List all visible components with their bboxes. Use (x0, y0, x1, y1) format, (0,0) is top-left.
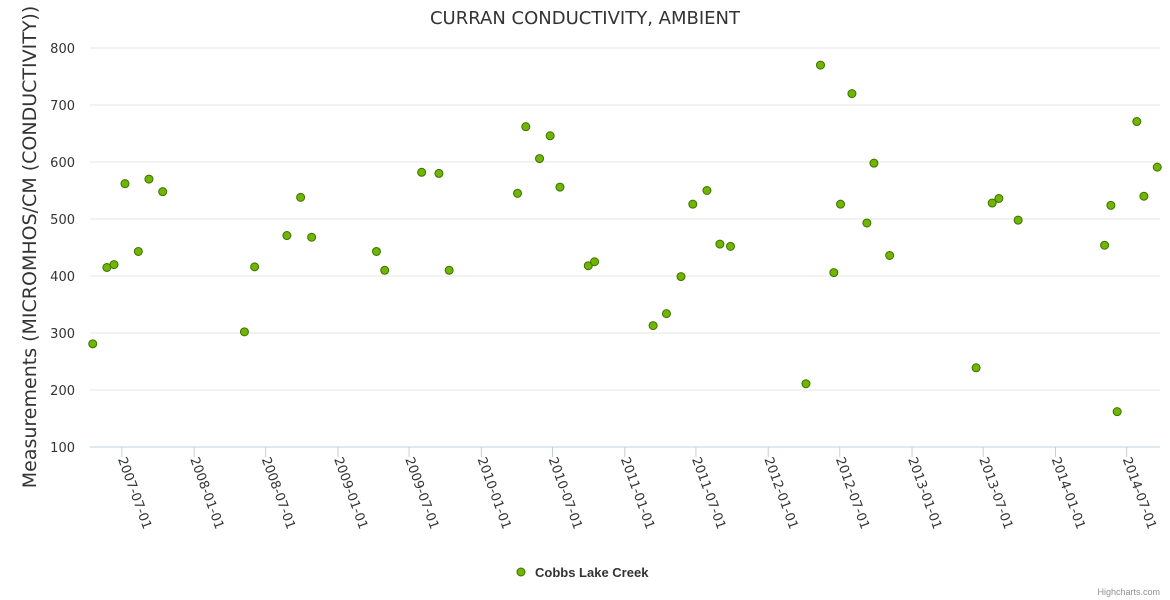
y-gridlines (90, 47, 1160, 391)
data-point[interactable] (88, 339, 98, 349)
data-point[interactable] (250, 262, 260, 272)
data-point[interactable] (676, 272, 686, 282)
data-point[interactable] (417, 167, 427, 177)
data-point[interactable] (109, 260, 119, 270)
data-point[interactable] (971, 363, 981, 373)
data-point[interactable] (1152, 162, 1162, 172)
data-point[interactable] (1112, 407, 1122, 417)
y-tick-label: 700 (50, 99, 75, 114)
y-tick-label: 600 (50, 156, 75, 171)
data-point[interactable] (661, 309, 671, 319)
y-tick-label: 300 (50, 327, 75, 342)
data-point[interactable] (521, 122, 531, 132)
data-point[interactable] (715, 239, 725, 249)
data-point[interactable] (726, 241, 736, 251)
data-point[interactable] (829, 268, 839, 278)
data-point[interactable] (994, 193, 1004, 203)
data-point[interactable] (1106, 200, 1116, 210)
data-point[interactable] (434, 168, 444, 178)
data-point[interactable] (158, 187, 168, 197)
data-point[interactable] (688, 199, 698, 209)
legend-item-cobbs-lake-creek[interactable]: Cobbs Lake Creek (516, 565, 649, 580)
data-point[interactable] (836, 199, 846, 209)
data-point[interactable] (1013, 215, 1023, 225)
data-point[interactable] (535, 154, 545, 164)
y-axis-ticks: 100 200 300 400 500 600 700 800 (50, 42, 75, 456)
data-point[interactable] (583, 261, 593, 271)
legend-label: Cobbs Lake Creek (535, 565, 649, 580)
data-point[interactable] (296, 192, 306, 202)
data-point[interactable] (1100, 240, 1110, 250)
series-cobbs-lake-creek (88, 60, 1162, 417)
y-tick-label: 800 (50, 42, 75, 57)
data-point[interactable] (380, 265, 390, 275)
data-point[interactable] (862, 218, 872, 228)
data-point[interactable] (282, 231, 292, 241)
y-tick-label: 200 (50, 384, 75, 399)
data-point[interactable] (847, 89, 857, 99)
data-point[interactable] (869, 158, 879, 168)
data-point[interactable] (239, 327, 249, 337)
data-point[interactable] (444, 265, 454, 275)
data-point[interactable] (590, 257, 600, 267)
data-point[interactable] (545, 131, 555, 141)
data-point[interactable] (702, 186, 712, 195)
data-point[interactable] (801, 379, 811, 389)
data-point[interactable] (885, 250, 895, 260)
data-point[interactable] (555, 182, 565, 192)
data-point[interactable] (133, 246, 143, 256)
data-point[interactable] (513, 188, 523, 198)
data-point[interactable] (987, 198, 997, 208)
data-point[interactable] (815, 60, 825, 70)
chart-title: CURRAN CONDUCTIVITY, AMBIENT (430, 8, 741, 29)
y-tick-label: 100 (50, 441, 75, 456)
data-point[interactable] (1139, 191, 1149, 201)
y-tick-label: 400 (50, 270, 75, 285)
data-point[interactable] (1132, 117, 1142, 127)
data-point[interactable] (371, 246, 381, 256)
legend-marker-icon (516, 567, 526, 577)
credits-link[interactable]: Highcharts.com (1097, 587, 1160, 597)
data-point[interactable] (307, 232, 317, 242)
y-tick-label: 500 (50, 213, 75, 228)
y-axis-title: Measurements (MICROMHOS/CM (CONDUCTIVITY… (19, 6, 41, 489)
data-point[interactable] (648, 321, 658, 331)
data-point[interactable] (144, 174, 154, 184)
data-point[interactable] (120, 179, 130, 189)
